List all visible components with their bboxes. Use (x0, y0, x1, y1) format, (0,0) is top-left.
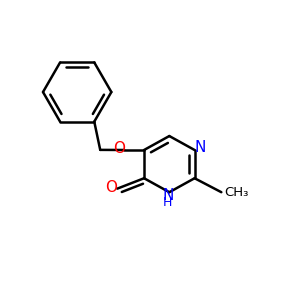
Text: O: O (113, 141, 125, 156)
Text: H: H (163, 196, 172, 209)
Text: N: N (162, 188, 173, 203)
Text: N: N (194, 140, 206, 155)
Text: O: O (105, 180, 117, 195)
Text: CH₃: CH₃ (224, 186, 249, 199)
